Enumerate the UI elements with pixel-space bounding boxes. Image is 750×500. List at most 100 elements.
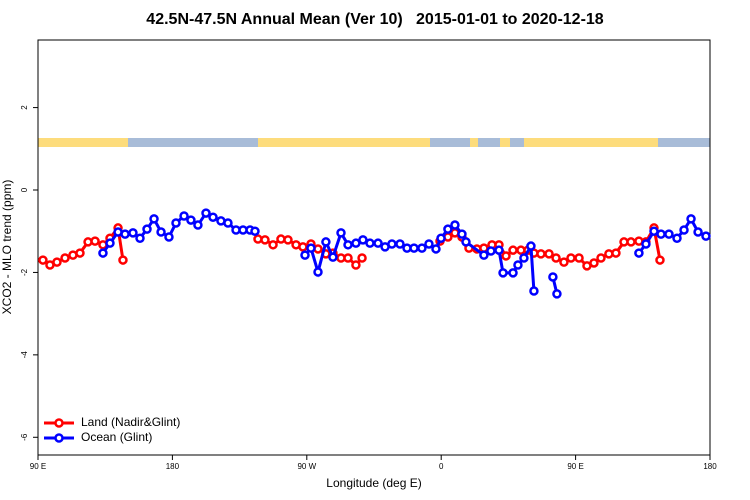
data-point <box>566 253 576 263</box>
data-point <box>544 249 554 259</box>
data-point <box>387 239 397 249</box>
data-point <box>351 238 361 248</box>
data-point <box>52 257 62 267</box>
legend: Land (Nadir&Glint)Ocean (Glint) <box>44 415 180 444</box>
data-point <box>574 253 584 263</box>
data-point <box>559 257 569 267</box>
data-point <box>135 233 145 243</box>
data-point <box>373 238 383 248</box>
data-point <box>494 245 504 255</box>
data-point <box>193 220 203 230</box>
data-point <box>431 244 441 254</box>
data-point <box>536 249 546 259</box>
data-point <box>611 248 621 258</box>
data-point <box>529 286 539 296</box>
legend-marker <box>54 433 64 443</box>
data-point <box>149 214 159 224</box>
data-point <box>120 229 130 239</box>
data-point <box>526 241 536 251</box>
y-tick-label: -4 <box>20 351 29 359</box>
data-point <box>260 235 270 245</box>
data-point <box>686 214 696 224</box>
data-point <box>655 255 665 265</box>
data-point <box>223 218 233 228</box>
data-point <box>641 239 651 249</box>
data-point <box>424 239 434 249</box>
data-point <box>164 232 174 242</box>
data-point <box>501 251 511 261</box>
plot-frame <box>37 39 711 456</box>
data-point <box>701 231 711 241</box>
data-point <box>298 242 308 252</box>
data-point <box>508 268 518 278</box>
data-point <box>179 211 189 221</box>
data-point <box>479 250 489 260</box>
data-point <box>596 253 606 263</box>
y-axis-title: XCO2 - MLO trend (ppm) <box>0 180 14 315</box>
data-point <box>664 229 674 239</box>
data-point <box>142 224 152 234</box>
legend-label: Land (Nadir&Glint) <box>81 415 180 429</box>
data-point <box>552 289 562 299</box>
chart-title: 42.5N-47.5N Annual Mean (Ver 10) 2015-01… <box>146 11 604 28</box>
data-point <box>656 229 666 239</box>
data-point <box>75 248 85 258</box>
data-point <box>461 237 471 247</box>
data-point <box>548 272 558 282</box>
data-point <box>38 255 48 265</box>
data-point <box>513 260 523 270</box>
data-point <box>118 255 128 265</box>
data-point <box>128 228 138 238</box>
x-axis-title: Longitude (deg E) <box>326 476 421 490</box>
data-point <box>519 253 529 263</box>
data-point <box>395 239 405 249</box>
data-point <box>321 237 331 247</box>
data-point <box>634 248 644 258</box>
data-point <box>417 243 427 253</box>
data-point <box>450 220 460 230</box>
legend-marker <box>54 418 64 428</box>
data-point <box>156 227 166 237</box>
data-point <box>208 212 218 222</box>
data-point <box>313 267 323 277</box>
data-point <box>626 237 636 247</box>
data-point <box>306 243 316 253</box>
data-point <box>105 238 115 248</box>
x-tick-label: 180 <box>703 462 717 471</box>
x-tick-label: 90 W <box>297 462 316 471</box>
data-point <box>201 208 211 218</box>
data-point <box>90 236 100 246</box>
data-point <box>672 233 682 243</box>
data-point <box>357 253 367 263</box>
data-point <box>343 240 353 250</box>
data-point <box>336 228 346 238</box>
data-point <box>508 245 518 255</box>
data-point <box>250 226 260 236</box>
y-tick-label: -2 <box>20 268 29 276</box>
data-point <box>409 243 419 253</box>
data-point <box>589 258 599 268</box>
land-band <box>38 138 128 147</box>
x-tick-label: 180 <box>166 462 180 471</box>
land-band <box>258 138 430 147</box>
y-tick-label: 0 <box>20 187 29 192</box>
x-tick-label: 90 E <box>567 462 583 471</box>
data-point <box>328 252 338 262</box>
data-point <box>300 250 310 260</box>
data-point <box>498 268 508 278</box>
data-point <box>551 253 561 263</box>
data-point <box>457 229 467 239</box>
y-tick-label: -6 <box>20 433 29 441</box>
data-point <box>60 253 70 263</box>
data-point <box>358 235 368 245</box>
x-tick-label: 90 E <box>30 462 46 471</box>
data-point <box>693 227 703 237</box>
land-band <box>470 138 478 147</box>
data-point <box>443 224 453 234</box>
data-point <box>268 240 278 250</box>
y-tick-label: 2 <box>20 105 29 110</box>
data-point <box>98 248 108 258</box>
data-point <box>283 235 293 245</box>
